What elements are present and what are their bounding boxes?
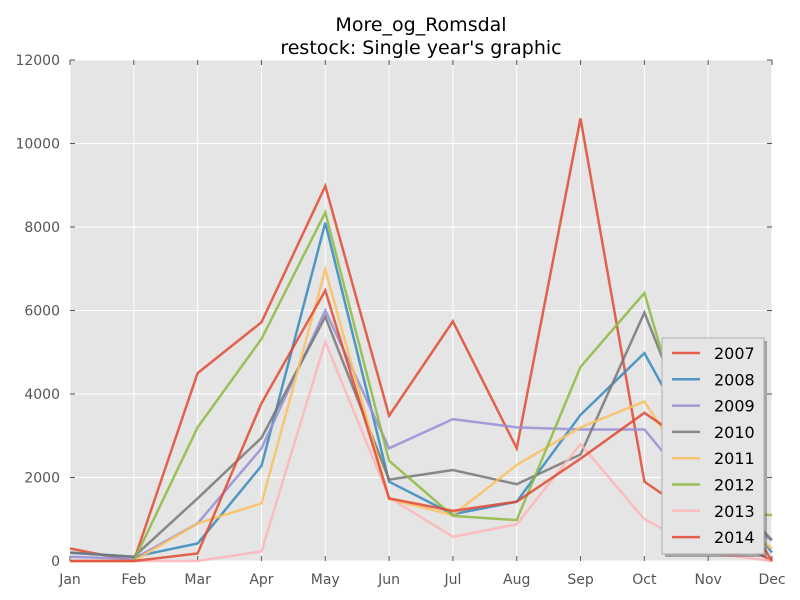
series-line-2008	[69, 222, 773, 559]
x-tick-label: Aug	[503, 572, 530, 588]
series-line-2014	[70, 287, 774, 563]
legend-label: 2014	[714, 528, 755, 547]
series-line-2010	[69, 309, 773, 559]
legend-label: 2013	[714, 502, 755, 521]
x-tick-label: Oct	[632, 572, 657, 588]
x-tick-label: Apr	[249, 572, 273, 588]
chart-subtitle: restock: Single year's graphic	[280, 37, 561, 59]
series-lines	[69, 118, 774, 563]
series-line-2013	[70, 338, 773, 563]
legend-label: 2012	[714, 476, 755, 495]
legend-box	[661, 337, 765, 555]
y-tick-label: 12000	[15, 53, 60, 69]
x-tick-label: May	[311, 572, 340, 588]
legend-label: 2007	[714, 344, 755, 363]
legend: 2007 2008 2009 2010 2011 2012 2013 2014	[661, 337, 767, 557]
y-tick-label: 0	[51, 554, 60, 570]
x-tick-label: Jul	[443, 572, 461, 588]
x-tick-label: Dec	[758, 572, 785, 588]
chart-title: More_og_Romsdal	[335, 14, 506, 36]
y-tick-label: 10000	[15, 137, 60, 153]
series-line-2012	[70, 208, 773, 563]
series-line-2007	[69, 118, 773, 563]
y-tick-label: 8000	[24, 220, 60, 236]
y-tick-label: 6000	[24, 304, 60, 320]
legend-label: 2009	[714, 397, 755, 416]
x-tick-label: Sep	[567, 572, 594, 588]
x-tick-label: Jun	[377, 572, 400, 588]
y-tick-label: 4000	[24, 387, 60, 403]
y-tick-label: 2000	[24, 471, 60, 487]
legend-label: 2010	[714, 423, 755, 442]
legend-label: 2008	[714, 370, 755, 389]
series-line-2011	[70, 264, 773, 563]
x-tick-label: Nov	[695, 572, 722, 588]
x-tick-label: Jan	[58, 572, 81, 588]
x-tick-label: Mar	[184, 572, 211, 588]
legend-label: 2011	[714, 449, 755, 468]
x-tick-label: Feb	[121, 572, 146, 588]
